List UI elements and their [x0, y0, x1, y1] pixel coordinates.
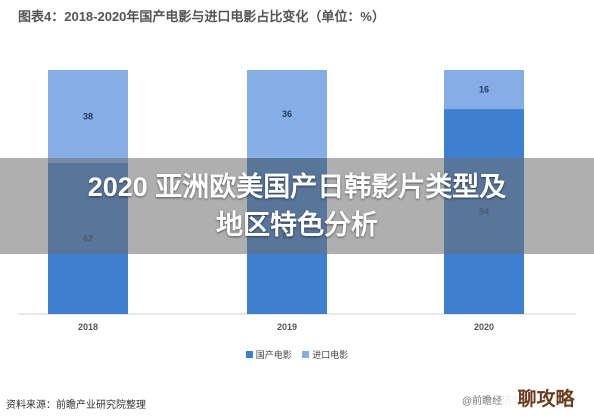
overlay-heading: 2020 亚洲欧美国产日韩影片类型及 地区特色分析: [0, 168, 594, 244]
data-label-imported-2020: 16: [479, 85, 489, 95]
source-note: 资料来源：前瞻产业研究院整理: [6, 400, 146, 411]
x-tick-label-2018: 2018: [78, 322, 98, 332]
bar-imported-2020: [444, 70, 524, 110]
legend-swatch-domestic: [245, 351, 253, 358]
legend: 国产电影 进口电影: [0, 348, 594, 361]
x-tick-label-2019: 2019: [277, 322, 297, 332]
data-label-imported-2018: 38: [83, 111, 93, 121]
overlay-line-1: 2020 亚洲欧美国产日韩影片类型及: [87, 172, 507, 202]
bar-imported-2019: [247, 70, 327, 158]
x-tick-label-2020: 2020: [474, 322, 494, 332]
legend-label-domestic: 国产电影: [255, 350, 292, 360]
overlay-banner: [0, 158, 594, 254]
legend-label-imported: 进口电影: [312, 350, 349, 360]
watermark: @前瞻经济学人: [462, 396, 533, 407]
legend-item-domestic: 国产电影: [245, 348, 292, 361]
legend-item-imported: 进口电影: [302, 348, 348, 361]
data-label-imported-2019: 36: [282, 109, 292, 119]
legend-swatch-imported: [302, 351, 310, 358]
bar-imported-2018: [48, 70, 128, 163]
overlay-line-2: 地区特色分析: [216, 210, 378, 240]
chart-title: 图表4：2018-2020年国产电影与进口电影占比变化（单位：%）: [18, 9, 385, 24]
corner-logo: 聊攻略: [502, 385, 590, 415]
